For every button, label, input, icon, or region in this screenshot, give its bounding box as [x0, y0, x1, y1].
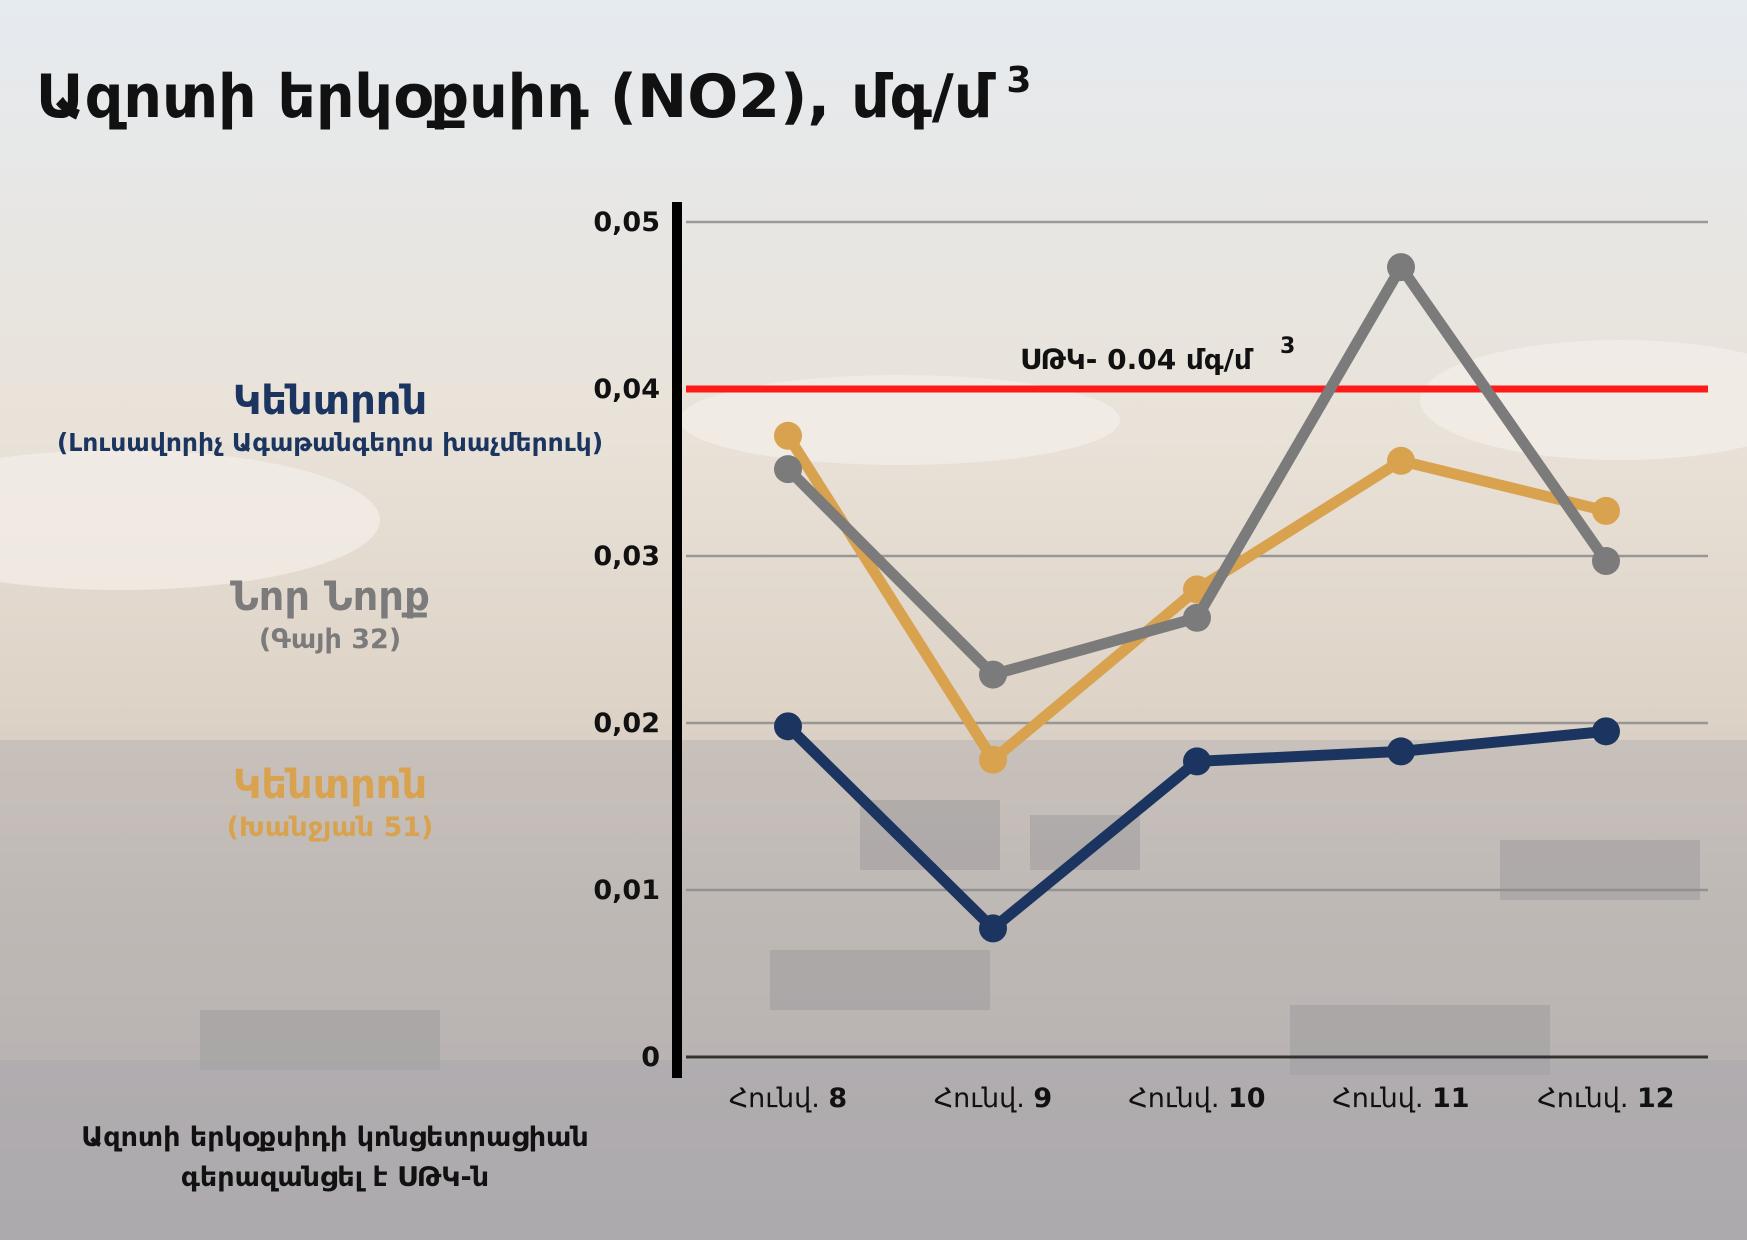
legend-name: Նոր Նորք	[230, 574, 430, 620]
chart-caption: Ազոտի երկօքսիդի կոնցետրացիան գերազանցել …	[0, 1118, 670, 1198]
data-point-nor_nork	[979, 660, 1007, 689]
y-tick-label: 0,05	[593, 207, 660, 238]
legend-subtitle: (Խանջյան 51)	[226, 812, 434, 843]
caption-line: գերազանցել է ՍԹԿ-ն	[180, 1162, 490, 1193]
legend-name: Կենտրոն	[232, 378, 428, 424]
data-point-nor_nork	[1183, 603, 1211, 632]
x-tick-label: Հունվ. 8	[729, 1083, 847, 1114]
y-axis-line	[672, 202, 682, 1078]
y-tick-label: 0	[641, 1042, 660, 1073]
x-tick-label: Հունվ. 11	[1332, 1083, 1469, 1114]
data-point-kentron_khanjyan	[1387, 446, 1415, 475]
legend-item-nor-nork: Նոր Նորք (Գայի 32)	[0, 574, 660, 655]
chart-title-text: Ազոտի երկօքսիդ (NO2), մգ/մ	[36, 62, 993, 132]
data-point-kentron_lusavorich	[1592, 717, 1620, 746]
data-point-kentron_khanjyan	[774, 421, 802, 450]
y-tick-label: 0,03	[593, 541, 660, 572]
threshold-label: ՍԹԿ- 0.04 մգ/մ	[1020, 343, 1254, 376]
legend-item-kentron-lusavorich: Կենտրոն (Լուսավորիչ Ագաթանգեղոս խաչմերու…	[0, 378, 660, 457]
chart-title: Ազոտի երկօքսիդ (NO2), մգ/մ 3	[36, 60, 1032, 132]
x-tick-label: Հունվ. 12	[1537, 1083, 1674, 1114]
data-point-nor_nork	[774, 455, 802, 484]
caption-line: Ազոտի երկօքսիդի կոնցետրացիան	[81, 1122, 589, 1153]
legend-item-kentron-khanjyan: Կենտրոն (Խանջյան 51)	[0, 762, 660, 843]
data-point-nor_nork	[1387, 253, 1415, 282]
data-point-kentron_khanjyan	[1592, 496, 1620, 525]
data-point-kentron_khanjyan	[979, 745, 1007, 774]
y-tick-label: 0,04	[593, 374, 660, 405]
y-tick-label: 0,02	[593, 708, 660, 739]
legend-name: Կենտրոն	[232, 762, 428, 808]
x-tick-label: Հունվ. 10	[1128, 1083, 1265, 1114]
data-point-kentron_lusavorich	[1183, 747, 1211, 776]
threshold-label-superscript: 3	[1280, 334, 1295, 359]
x-tick-label: Հունվ. 9	[934, 1083, 1052, 1114]
legend-subtitle: (Լուսավորիչ Ագաթանգեղոս խաչմերուկ)	[56, 428, 604, 457]
data-point-kentron_lusavorich	[979, 914, 1007, 943]
y-tick-label: 0,01	[593, 875, 660, 906]
data-point-kentron_lusavorich	[1387, 737, 1415, 766]
legend-subtitle: (Գայի 32)	[258, 624, 402, 655]
chart-title-superscript: 3	[1006, 60, 1032, 101]
data-point-kentron_lusavorich	[774, 712, 802, 741]
data-point-nor_nork	[1592, 547, 1620, 576]
